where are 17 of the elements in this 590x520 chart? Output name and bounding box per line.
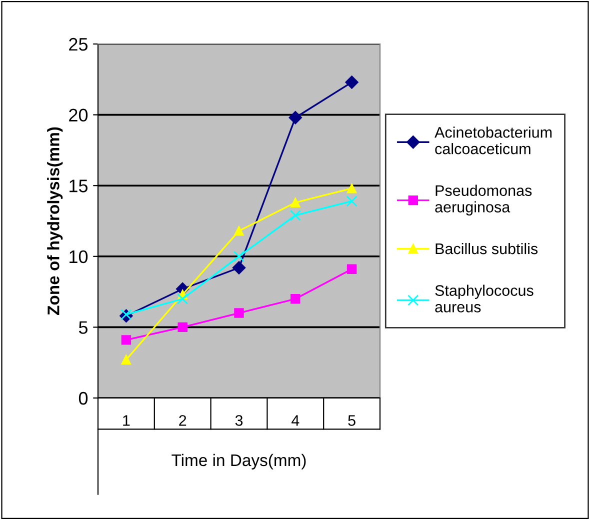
x-tick-label: 5 [348, 415, 356, 426]
x-tick-label: 2 [179, 415, 186, 426]
y-tick-label: 10 [70, 250, 88, 264]
y-tick-label: 5 [78, 321, 88, 334]
y-tick-label: 0 [78, 392, 88, 405]
y-tick-label: 15 [70, 180, 88, 192]
x-tick-label: 1 [123, 415, 130, 426]
y-tick-label: 25 [69, 38, 88, 51]
x-axis-title: Time in Days(mm) [172, 454, 306, 470]
y-axis-title: Zone of hydrolysis(mm) [47, 127, 63, 315]
x-tick-label: 3 [235, 415, 243, 426]
legend-label: Acinetobacterium calcoaceticum [434, 126, 552, 154]
x-tick-label: 4 [292, 415, 300, 426]
legend-label: Staphylococus aureus [435, 284, 534, 312]
legend-label: Pseudomonas aeruginosa [435, 184, 532, 216]
legend-label: Bacillus subtilis [436, 242, 538, 254]
y-tick-label: 20 [69, 108, 88, 122]
